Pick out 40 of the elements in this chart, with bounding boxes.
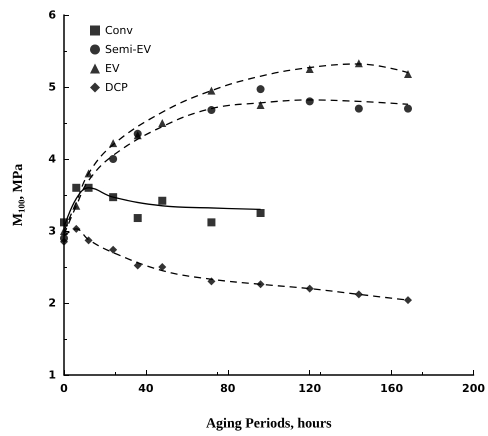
point	[109, 155, 118, 163]
point	[256, 209, 265, 217]
point	[306, 65, 314, 73]
point	[72, 184, 80, 192]
y-tick-label: 1	[48, 368, 56, 382]
point	[207, 218, 216, 226]
y-tick-label: 5	[48, 80, 56, 94]
y-tick-label: 6	[48, 8, 56, 22]
point	[158, 119, 166, 127]
point	[207, 86, 216, 95]
legend-label: DCP	[105, 81, 128, 94]
x-tick-label: 120	[298, 382, 322, 395]
point	[354, 290, 363, 298]
point	[60, 238, 68, 246]
x-tick-label: 80	[220, 382, 236, 395]
point	[306, 284, 314, 293]
y-tick-label: 2	[48, 296, 56, 310]
legend-label: Semi-EV	[105, 43, 152, 56]
y-axis-title: M100, MPa	[11, 164, 26, 226]
x-axis-title: Aging Periods, hours	[206, 416, 332, 432]
point	[158, 196, 166, 205]
y-tick-label: 4	[48, 152, 56, 166]
point	[134, 214, 142, 222]
x-tick-label: 160	[380, 382, 404, 395]
y-tick-label: 3	[48, 224, 56, 238]
x-tick-label: 40	[138, 382, 154, 395]
point	[84, 236, 93, 244]
point	[256, 85, 265, 94]
legend-label: EV	[105, 62, 120, 75]
point	[158, 263, 166, 271]
x-tick-label: 200	[462, 382, 486, 395]
point	[354, 104, 363, 113]
point	[404, 70, 412, 78]
legend-label: Conv	[105, 24, 134, 37]
x-tick-label: 0	[60, 382, 68, 395]
point	[404, 296, 412, 304]
point	[109, 246, 118, 254]
point	[207, 106, 216, 114]
point	[404, 104, 412, 113]
point	[256, 101, 265, 109]
